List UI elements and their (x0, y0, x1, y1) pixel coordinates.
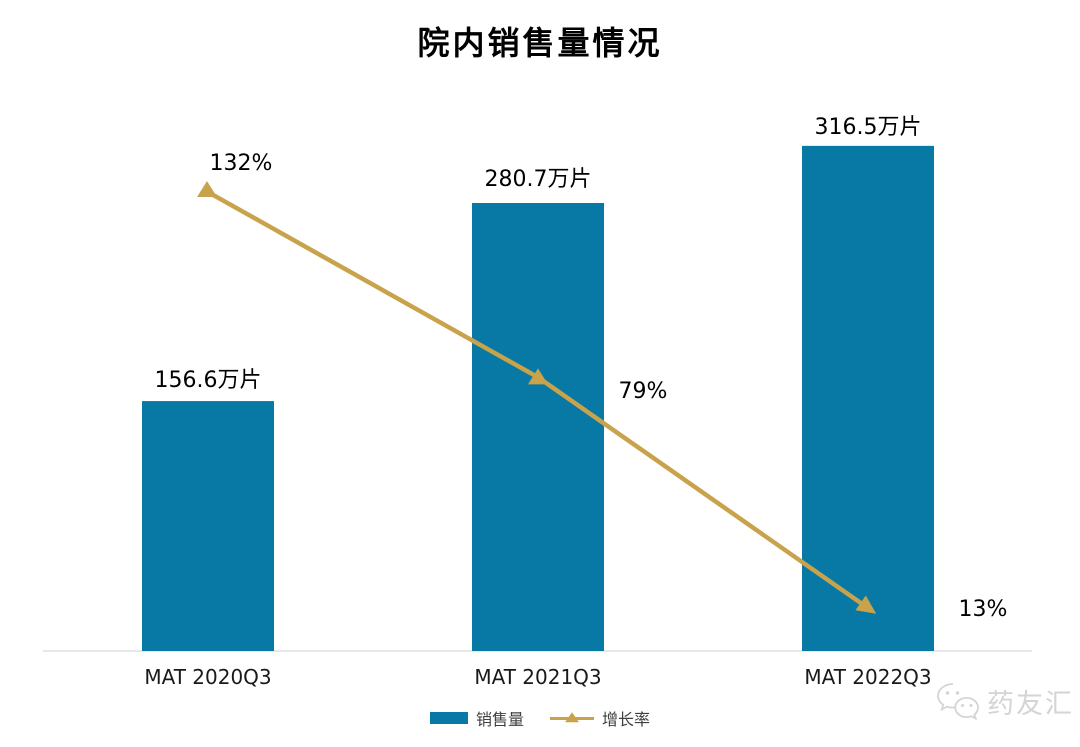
line-marker-icon (197, 181, 217, 198)
line-marker-icon (528, 368, 548, 385)
volume-data-label: 280.7万片 (484, 167, 592, 192)
growth-line-swatch-icon (550, 711, 594, 725)
legend-item-growth: 增长率 (550, 706, 650, 730)
legend-triangle-icon (565, 712, 579, 723)
volume-swatch-icon (429, 712, 468, 724)
volume-data-label: 156.6万片 (154, 368, 262, 393)
wechat-icon (937, 683, 979, 721)
x-axis-label: MAT 2020Q3 (144, 665, 272, 689)
chart-title: 院内销售量情况 (417, 24, 663, 62)
legend: 销售量 增长率 (0, 706, 1080, 730)
growth-data-label: 79% (618, 379, 668, 404)
watermark: 药友汇 (934, 680, 1074, 722)
x-axis-label: MAT 2021Q3 (474, 665, 602, 689)
bar-MAT 2022Q3 (802, 145, 934, 651)
growth-data-label: 132% (209, 151, 273, 176)
growth-data-label: 13% (958, 597, 1008, 622)
line-arrowhead-icon (855, 595, 877, 614)
watermark-text: 药友汇 (987, 688, 1074, 720)
bar-MAT 2020Q3 (142, 401, 274, 651)
volume-data-label: 316.5万片 (814, 115, 922, 140)
legend-label-growth: 增长率 (602, 710, 651, 729)
x-axis-label: MAT 2022Q3 (804, 665, 932, 689)
bar-MAT 2021Q3 (472, 203, 604, 651)
legend-item-volume: 销售量 (429, 706, 524, 730)
legend-label-volume: 销售量 (475, 710, 524, 729)
